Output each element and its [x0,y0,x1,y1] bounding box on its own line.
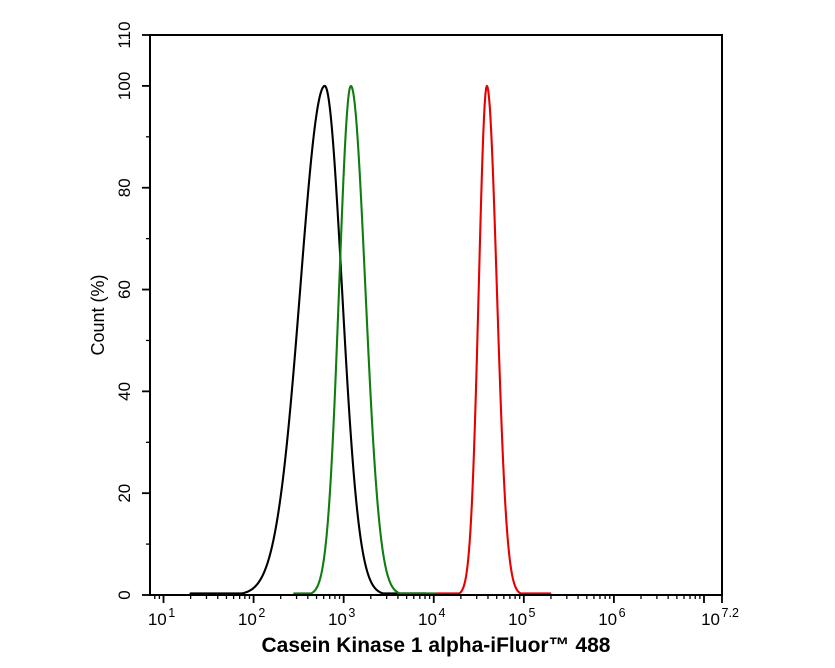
y-tick-label: 110 [115,21,134,48]
x-tick-label: 10 4 [418,606,445,629]
y-tick-label: 100 [115,72,134,100]
x-tick-label: 10 1 [148,606,175,629]
red-curve [435,84,552,595]
minor-ticks [146,136,701,599]
x-tick-label: 10 2 [238,606,265,629]
x-tick-label: 10 7.2 [701,606,739,629]
y-tick-label: 40 [115,382,134,401]
y-axis-title: Count (%) [88,274,108,355]
black-curve [189,84,428,595]
y-tick-label: 60 [115,280,134,299]
plot-border [149,34,723,596]
major-ticks [142,34,723,603]
y-tick-label: 20 [115,484,134,503]
x-tick-label: 10 5 [508,606,535,629]
tick-labels: 10 1 10 2 10 3 10 4 10 5 10 6 10 7.2 0 20 40 60 80 100 110 [115,21,739,629]
x-tick-label: 10 3 [328,606,355,629]
y-tick-label: 80 [115,178,134,197]
curves [189,84,552,595]
green-curve [293,84,437,595]
x-tick-label: 10 6 [598,606,625,629]
x-axis-title: Casein Kinase 1 alpha-iFluor™ 488 [262,634,611,657]
y-tick-label: 0 [115,590,134,599]
